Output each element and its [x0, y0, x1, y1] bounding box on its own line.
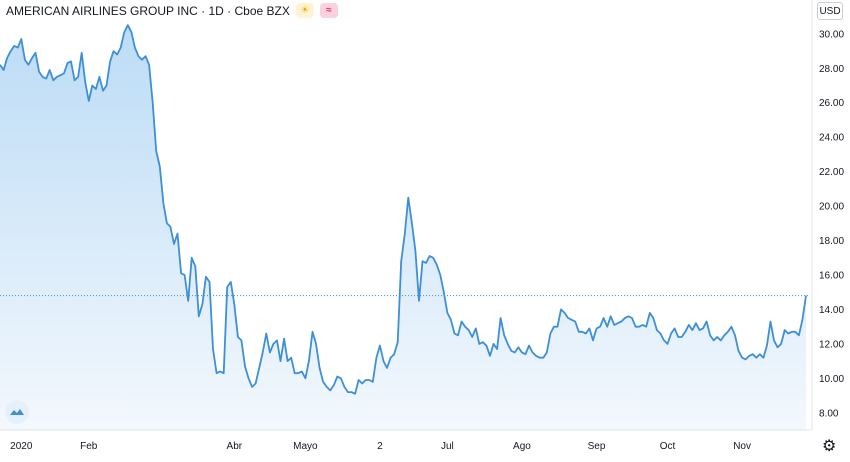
price-line	[0, 24, 807, 395]
y-tick-label: 24.00	[819, 133, 844, 144]
x-tick-label: Oct	[660, 441, 676, 452]
x-tick-label: Feb	[80, 441, 98, 452]
y-tick-label: 16.00	[819, 270, 844, 281]
y-tick-label: 14.00	[819, 305, 844, 316]
x-tick-label: 2020	[10, 441, 33, 452]
y-tick-label: 30.00	[819, 29, 844, 40]
tradingview-logo-icon[interactable]	[5, 400, 29, 424]
sun-icon[interactable]: ☀	[295, 3, 314, 18]
y-axis: 30.00 28.00 26.00 24.00 22.00 20.00 18.00 16.00…	[819, 29, 844, 419]
chart-title: AMERICAN AIRLINES GROUP INC · 1D · Cboe …	[6, 3, 290, 18]
x-tick-label: Ago	[513, 441, 531, 452]
x-axis: 2020 Feb Abr Mayo 2 Jul Ago Sep Oct Nov	[10, 441, 751, 452]
y-tick-label: 18.00	[819, 236, 844, 247]
y-tick-label: 8.00	[819, 408, 839, 419]
y-tick-label: 22.00	[819, 167, 844, 178]
y-tick-label: 10.00	[819, 374, 844, 385]
chart-header: AMERICAN AIRLINES GROUP INC · 1D · Cboe …	[6, 3, 338, 18]
y-tick-label: 26.00	[819, 98, 844, 109]
currency-button[interactable]: USD	[817, 2, 843, 20]
y-tick-label: 20.00	[819, 202, 844, 213]
x-tick-label: Jul	[441, 441, 454, 452]
gear-icon[interactable]: ⚙	[822, 438, 837, 455]
x-tick-label: Sep	[588, 441, 606, 452]
wave-icon[interactable]: ≈	[319, 3, 338, 18]
x-tick-label: Nov	[733, 441, 751, 452]
x-tick-label: 2	[377, 441, 383, 452]
x-tick-label: Mayo	[293, 441, 318, 452]
x-tick-label: Abr	[227, 441, 243, 452]
price-area-fill	[0, 25, 806, 430]
y-tick-label: 28.00	[819, 64, 844, 75]
y-tick-label: 12.00	[819, 339, 844, 350]
